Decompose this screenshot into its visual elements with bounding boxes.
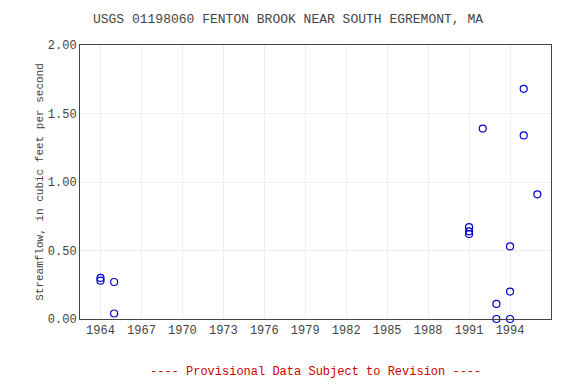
svg-text:1991: 1991 bbox=[455, 324, 484, 338]
svg-text:2.00: 2.00 bbox=[48, 39, 77, 53]
svg-text:1967: 1967 bbox=[127, 324, 156, 338]
svg-text:1994: 1994 bbox=[496, 324, 525, 338]
svg-text:1970: 1970 bbox=[168, 324, 197, 338]
svg-text:1.50: 1.50 bbox=[48, 108, 77, 122]
svg-text:1982: 1982 bbox=[332, 324, 361, 338]
svg-text:1973: 1973 bbox=[209, 324, 238, 338]
svg-text:1.00: 1.00 bbox=[48, 176, 77, 190]
svg-text:1985: 1985 bbox=[373, 324, 402, 338]
svg-text:1988: 1988 bbox=[414, 324, 443, 338]
svg-text:1976: 1976 bbox=[250, 324, 279, 338]
svg-text:0.50: 0.50 bbox=[48, 245, 77, 259]
svg-text:Streamflow, in cubic feet per: Streamflow, in cubic feet per second bbox=[34, 63, 46, 301]
svg-text:USGS 01198060 FENTON BROOK NEA: USGS 01198060 FENTON BROOK NEAR SOUTH EG… bbox=[93, 12, 483, 27]
svg-text:---- Provisional Data Subject: ---- Provisional Data Subject to Revisio… bbox=[150, 365, 481, 379]
svg-text:1964: 1964 bbox=[86, 324, 115, 338]
svg-text:0.00: 0.00 bbox=[48, 313, 77, 327]
svg-text:1979: 1979 bbox=[291, 324, 320, 338]
